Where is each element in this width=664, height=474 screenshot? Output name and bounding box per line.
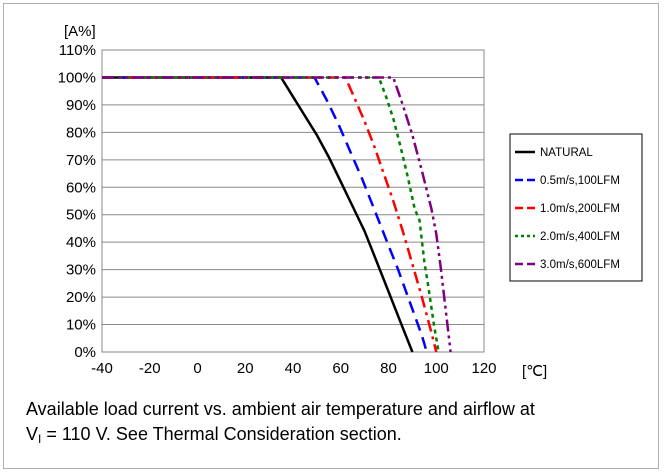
legend: NATURAL 0.5m/s,100LFM 1.0m/s,200LFM 2.0m/s,…	[509, 133, 643, 282]
x-tick-label: -20	[139, 360, 161, 377]
y-tick-label: 60%	[66, 179, 96, 196]
series-line	[102, 76, 452, 353]
x-tick-label: 120	[471, 360, 496, 377]
x-tick-label: -40	[91, 360, 113, 377]
figure-frame: 0% 10% 20% 30% 40% 50% 60% 70% 80% 90% 100% 110% -4…	[3, 3, 659, 469]
x-tick-label: 20	[237, 360, 254, 377]
legend-label: NATURAL	[540, 147, 593, 159]
caption-v-symbol: V	[26, 424, 39, 444]
x-tick-label: 0	[193, 360, 201, 377]
x-axis-unit-label: [℃]	[522, 363, 547, 380]
caption-line-2: VI = 110 V. See Thermal Consideration se…	[26, 422, 656, 452]
series-lines	[102, 76, 452, 353]
caption-line-2-text: = 110 V. See Thermal Consideration secti…	[41, 424, 402, 444]
plot-area	[101, 49, 485, 353]
x-tick-label: 40	[285, 360, 302, 377]
y-tick-label: 0%	[74, 344, 96, 361]
y-tick-label: 10%	[66, 317, 96, 334]
legend-label: 2.0m/s,400LFM	[540, 231, 620, 243]
caption-v-subscript: I	[38, 432, 42, 446]
y-tick-label: 90%	[66, 97, 96, 114]
y-axis-unit-label: [A%]	[64, 23, 96, 40]
y-tick-label: 20%	[66, 289, 96, 306]
y-tick-label: 110%	[59, 42, 96, 59]
x-axis-ticks: -40 -20 0 20 40 60 80 100 120	[91, 360, 496, 377]
figure-caption: Available load current vs. ambient air t…	[26, 397, 656, 452]
y-tick-label: 70%	[66, 152, 96, 169]
legend-label: 1.0m/s,200LFM	[540, 203, 620, 215]
series-line	[102, 76, 438, 353]
caption-line-1: Available load current vs. ambient air t…	[26, 399, 535, 419]
legend-label: 3.0m/s,600LFM	[540, 259, 620, 271]
y-tick-label: 40%	[66, 234, 96, 251]
x-tick-label: 100	[424, 360, 449, 377]
legend-label: 0.5m/s,100LFM	[540, 175, 620, 187]
derating-chart: 0% 10% 20% 30% 40% 50% 60% 70% 80% 90% 100% 110% -4…	[58, 23, 643, 380]
y-tick-label: 80%	[66, 124, 96, 141]
series-line	[102, 76, 428, 353]
y-axis-ticks: 0% 10% 20% 30% 40% 50% 60% 70% 80% 90% 100% 110%	[58, 42, 96, 361]
y-tick-label: 50%	[66, 207, 96, 224]
x-tick-label: 60	[332, 360, 349, 377]
series-line	[102, 76, 414, 353]
y-tick-label: 30%	[66, 262, 96, 279]
x-tick-label: 80	[380, 360, 397, 377]
y-tick-label: 100%	[58, 69, 96, 86]
